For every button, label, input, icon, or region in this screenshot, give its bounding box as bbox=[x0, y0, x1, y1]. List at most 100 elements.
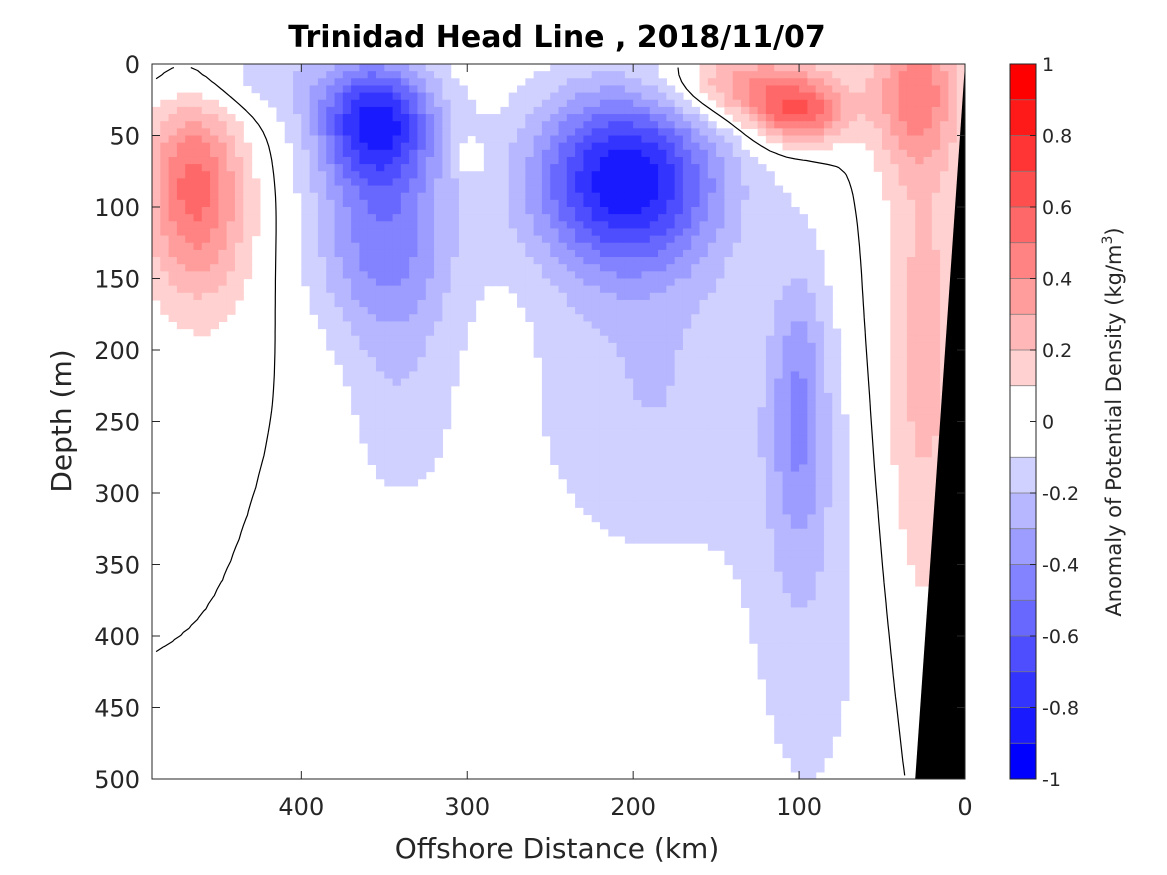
heatmap-cell bbox=[799, 686, 808, 694]
heatmap-cell bbox=[309, 264, 319, 272]
heatmap-cell bbox=[434, 335, 443, 344]
heatmap-cell bbox=[823, 450, 833, 458]
heatmap-cell bbox=[873, 164, 883, 172]
heatmap-cell bbox=[301, 271, 311, 280]
heatmap-cell bbox=[392, 357, 402, 365]
heatmap-cell bbox=[658, 364, 667, 373]
heatmap-cell bbox=[301, 106, 311, 115]
heatmap-cell bbox=[832, 528, 842, 537]
heatmap-cell bbox=[790, 471, 800, 480]
heatmap-cell bbox=[541, 235, 551, 244]
heatmap-cell bbox=[898, 457, 908, 465]
heatmap-cell bbox=[832, 92, 842, 101]
heatmap-cell bbox=[691, 521, 701, 530]
heatmap-cell bbox=[160, 156, 170, 165]
heatmap-cell bbox=[716, 71, 726, 79]
heatmap-cell bbox=[641, 335, 651, 344]
heatmap-cell bbox=[749, 235, 759, 244]
heatmap-cell bbox=[765, 99, 775, 108]
heatmap-cell bbox=[741, 521, 750, 530]
heatmap-cell bbox=[608, 471, 618, 480]
heatmap-cell bbox=[168, 228, 178, 237]
heatmap-cell bbox=[923, 278, 933, 287]
heatmap-cell bbox=[674, 307, 684, 315]
heatmap-cell bbox=[599, 464, 609, 473]
heatmap-cell bbox=[334, 128, 344, 137]
heatmap-cell bbox=[450, 342, 460, 351]
heatmap-cell bbox=[641, 257, 651, 265]
heatmap-cell bbox=[931, 407, 941, 415]
heatmap-cell bbox=[483, 242, 493, 251]
heatmap-cell bbox=[906, 457, 916, 465]
heatmap-cell bbox=[691, 221, 701, 230]
heatmap-cell bbox=[641, 485, 651, 494]
heatmap-cell bbox=[160, 149, 170, 158]
heatmap-cell bbox=[923, 185, 933, 194]
heatmap-cell bbox=[558, 385, 568, 394]
heatmap-cell bbox=[865, 85, 875, 94]
heatmap-cell bbox=[400, 99, 410, 108]
heatmap-cell bbox=[185, 242, 195, 251]
heatmap-cell bbox=[757, 378, 767, 387]
heatmap-cell bbox=[898, 392, 908, 401]
heatmap-cell bbox=[392, 385, 402, 394]
heatmap-cell bbox=[923, 507, 933, 516]
heatmap-cell bbox=[633, 528, 643, 537]
heatmap-cell bbox=[774, 407, 784, 415]
heatmap-cell bbox=[616, 392, 626, 401]
heatmap-cell bbox=[176, 271, 186, 280]
heatmap-cell bbox=[633, 514, 643, 523]
heatmap-cell bbox=[550, 442, 560, 451]
heatmap-cell bbox=[948, 78, 958, 87]
heatmap-cell bbox=[475, 278, 485, 287]
heatmap-cell bbox=[799, 671, 808, 680]
heatmap-cell bbox=[782, 507, 792, 516]
heatmap-cell bbox=[674, 493, 684, 501]
heatmap-cell bbox=[409, 242, 419, 251]
heatmap-cell bbox=[790, 121, 800, 129]
heatmap-cell bbox=[334, 135, 344, 144]
heatmap-cell bbox=[691, 314, 701, 322]
heatmap-cell bbox=[757, 657, 767, 666]
heatmap-cell bbox=[898, 321, 908, 330]
heatmap-cell bbox=[392, 364, 402, 373]
heatmap-cell bbox=[915, 442, 925, 451]
heatmap-cell bbox=[591, 428, 601, 437]
heatmap-cell bbox=[550, 99, 560, 108]
heatmap-cell bbox=[749, 335, 759, 344]
heatmap-cell bbox=[541, 307, 551, 315]
heatmap-cell bbox=[724, 299, 734, 308]
heatmap-cell bbox=[915, 292, 925, 301]
heatmap-cell bbox=[375, 121, 385, 129]
heatmap-cell bbox=[334, 214, 344, 222]
heatmap-cell bbox=[633, 321, 643, 330]
heatmap-cell bbox=[948, 221, 958, 230]
heatmap-cell bbox=[691, 471, 701, 480]
heatmap-cell bbox=[882, 185, 891, 194]
heatmap-cell bbox=[458, 285, 468, 294]
heatmap-cell bbox=[384, 114, 394, 122]
heatmap-cell bbox=[716, 278, 726, 287]
heatmap-cell bbox=[284, 85, 294, 94]
heatmap-cell bbox=[591, 242, 601, 251]
heatmap-cell bbox=[160, 114, 170, 122]
heatmap-cell bbox=[168, 221, 178, 230]
heatmap-cell bbox=[417, 257, 427, 265]
heatmap-cell bbox=[757, 585, 767, 594]
heatmap-cell bbox=[201, 214, 211, 222]
heatmap-cell bbox=[234, 257, 244, 265]
heatmap-cell bbox=[815, 364, 825, 373]
heatmap-cell bbox=[458, 221, 468, 230]
heatmap-cell bbox=[234, 149, 244, 158]
heatmap-cell bbox=[641, 407, 651, 415]
heatmap-cell bbox=[309, 278, 319, 287]
heatmap-cell bbox=[741, 221, 750, 230]
heatmap-cell bbox=[558, 364, 568, 373]
heatmap-cell bbox=[210, 164, 219, 172]
heatmap-cell bbox=[616, 264, 626, 272]
heatmap-cell bbox=[309, 142, 319, 151]
heatmap-cell bbox=[882, 64, 891, 72]
heatmap-cell bbox=[649, 292, 659, 301]
y-tick-label: 500 bbox=[94, 766, 140, 794]
heatmap-cell bbox=[367, 185, 377, 194]
